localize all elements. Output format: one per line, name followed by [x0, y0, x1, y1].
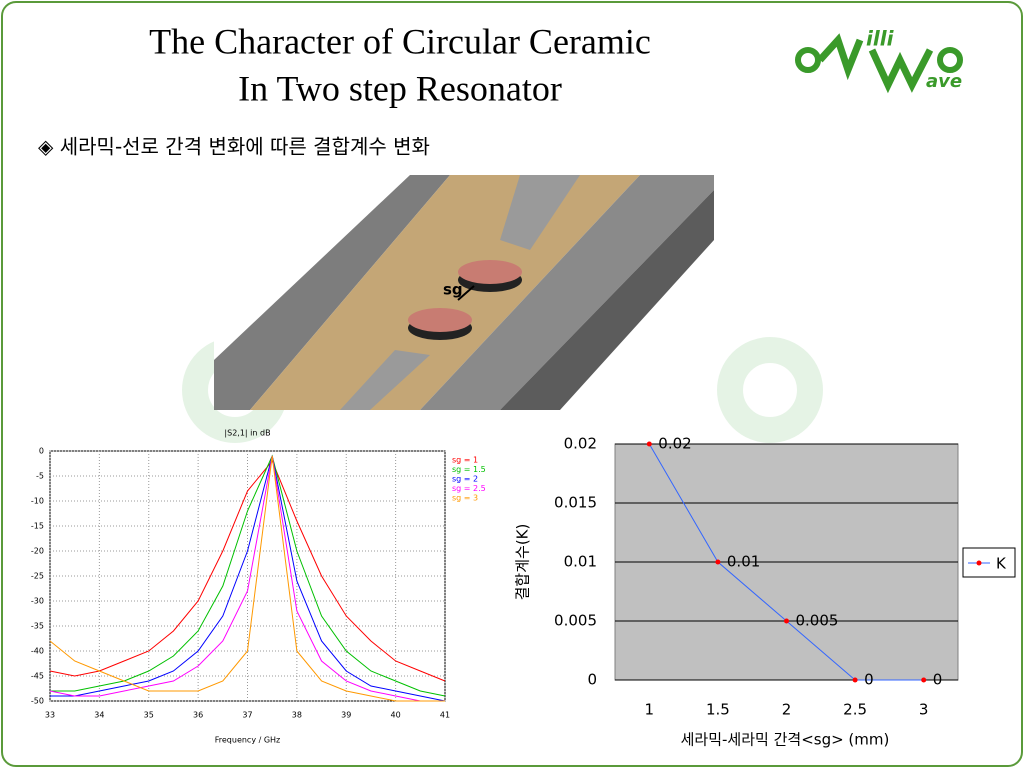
x-tick-label: 35: [144, 711, 154, 720]
legend-entry: sg = 1.5: [452, 465, 486, 474]
y-tick-label: -25: [31, 572, 44, 581]
x-tick-label: 34: [94, 711, 104, 720]
x-tick-label: 33: [45, 711, 55, 720]
y-tick-label: 0.005: [554, 612, 597, 630]
y-tick-label: 0.015: [554, 494, 597, 512]
x-tick-label: 40: [391, 711, 401, 720]
plot-area: [49, 450, 446, 702]
y-tick-label: 0: [39, 447, 44, 456]
data-label: 0: [933, 671, 943, 689]
x-tick-label: 39: [341, 711, 351, 720]
x-axis-label: Frequency / GHz: [215, 736, 281, 745]
data-label: 0.02: [658, 435, 691, 453]
legend-entry: sg = 2.5: [452, 484, 486, 493]
x-tick-label: 1.5: [706, 701, 730, 719]
y-tick-label: -50: [31, 697, 44, 706]
logo-text: illi: [866, 27, 895, 51]
chart-title: |S2,1| in dB: [224, 429, 270, 438]
legend-entry: sg = 1: [452, 456, 478, 465]
figure-label: sg: [443, 281, 463, 299]
y-tick-label: -15: [31, 522, 44, 531]
point: [646, 441, 652, 447]
logo: illi ave: [795, 27, 963, 94]
x-axis-label: 세라믹-세라믹 간격<sg> (mm): [681, 731, 890, 749]
series-line: [50, 454, 446, 697]
resonator-figure: sg: [214, 175, 714, 410]
y-tick-label: 0: [587, 671, 597, 689]
y-axis-label: 결합계수(K): [514, 524, 532, 601]
x-tick-label: 3: [919, 701, 929, 719]
series-line: [50, 455, 446, 702]
x-tick-label: 36: [193, 711, 203, 720]
legend-entry: K: [996, 555, 1007, 573]
y-tick-label: -35: [31, 622, 44, 631]
y-tick-label: 0.02: [564, 435, 597, 453]
x-tick-label: 41: [440, 711, 450, 720]
series-line: [49, 455, 445, 702]
y-tick-label: 0.01: [564, 553, 597, 571]
y-tick-label: -45: [31, 672, 44, 681]
series-line: [49, 455, 445, 702]
data-label: 0.01: [727, 553, 760, 571]
y-tick-label: -5: [36, 472, 44, 481]
y-tick-label: -10: [31, 497, 44, 506]
x-tick-label: 2: [782, 701, 792, 719]
x-tick-label: 1: [645, 701, 655, 719]
legend-entry: sg = 2: [452, 475, 478, 484]
y-tick-label: -40: [31, 647, 44, 656]
legend-entry: sg = 3: [452, 494, 478, 503]
y-tick-label: -20: [31, 547, 44, 556]
bullet: ◈ 세라믹-선로 간격 변화에 따른 결합계수 변화: [38, 135, 430, 159]
point: [784, 618, 789, 624]
x-tick-label: 38: [292, 711, 302, 720]
title-line: In Two step Resonator: [238, 68, 562, 108]
legend-marker: [976, 560, 982, 566]
point: [921, 677, 927, 683]
point: [852, 677, 858, 683]
point: [715, 559, 721, 565]
x-tick-label: 37: [242, 711, 252, 720]
x-tick-label: 2.5: [843, 701, 867, 719]
y-tick-label: -30: [31, 597, 44, 606]
title-line: The Character of Circular Ceramic: [149, 21, 651, 61]
data-label: 0: [864, 671, 874, 689]
logo-text: ave: [926, 71, 962, 92]
series-line: [49, 460, 446, 682]
data-label: 0.005: [796, 612, 839, 630]
